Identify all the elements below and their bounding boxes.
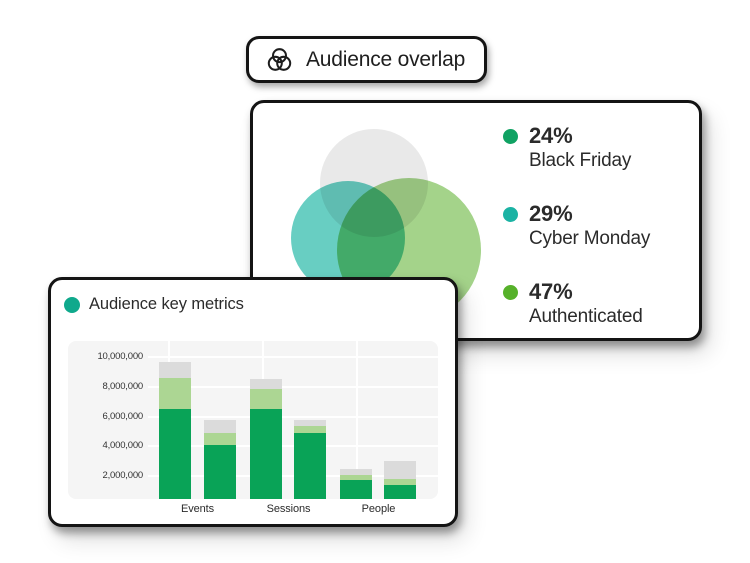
bar-segment-light-green bbox=[250, 389, 282, 410]
bar-segment-light-green bbox=[204, 433, 236, 446]
y-axis-tick-label: 10,000,000 bbox=[97, 351, 143, 362]
metrics-card-title: Audience key metrics bbox=[89, 295, 244, 313]
bar-segment-gray bbox=[159, 361, 191, 379]
x-axis-category-label: People bbox=[361, 503, 396, 515]
x-axis-category-label: Sessions bbox=[266, 503, 311, 515]
bar-segment-green bbox=[250, 409, 282, 499]
y-axis-tick-label: 2,000,000 bbox=[102, 470, 144, 481]
bar-segment-green bbox=[384, 485, 416, 499]
legend-label: Black Friday bbox=[529, 150, 632, 171]
legend-row: 24% Black Friday bbox=[503, 123, 650, 173]
metrics-card-header: Audience key metrics bbox=[64, 295, 244, 314]
horizontal-gridline bbox=[148, 445, 438, 448]
horizontal-gridline bbox=[148, 475, 438, 477]
bar-segment-gray bbox=[250, 378, 282, 390]
legend-row: 47% Authenticated bbox=[503, 279, 650, 329]
venn-diagram-icon bbox=[264, 46, 295, 74]
legend-row: 29% Cyber Monday bbox=[503, 201, 650, 251]
bar-segment-light-green bbox=[294, 426, 326, 434]
x-axis-category-label: Events bbox=[180, 503, 215, 515]
legend-dot bbox=[503, 207, 518, 222]
stacked-bar bbox=[204, 420, 236, 499]
horizontal-gridline bbox=[148, 415, 438, 418]
legend-dot bbox=[503, 285, 518, 300]
legend-dot bbox=[503, 129, 518, 144]
stacked-bar bbox=[294, 419, 326, 499]
horizontal-gridline bbox=[148, 356, 438, 358]
bar-segment-gray bbox=[384, 460, 416, 479]
audience-overlap-badge: Audience overlap bbox=[246, 36, 488, 83]
bar-segment-light-green bbox=[340, 474, 372, 480]
bar-segment-green bbox=[294, 433, 326, 499]
bar-segment-green bbox=[159, 409, 191, 499]
bar-segment-green bbox=[204, 445, 236, 499]
bar-segment-light-green bbox=[384, 478, 416, 486]
y-axis-tick-label: 4,000,000 bbox=[102, 440, 144, 452]
audience-key-metrics-card: Audience key metrics 2,000,000 4,000,000 6… bbox=[48, 277, 458, 527]
vertical-gridline bbox=[356, 341, 358, 499]
badge-label: Audience overlap bbox=[306, 47, 466, 71]
y-axis-tick-label: 8,000,000 bbox=[102, 380, 144, 392]
stacked-bar bbox=[384, 460, 416, 499]
legend-value: 24% bbox=[529, 123, 573, 148]
stacked-bar bbox=[250, 378, 282, 499]
legend-label: Authenticated bbox=[529, 306, 643, 327]
stacked-bar bbox=[340, 468, 372, 499]
legend-value: 47% bbox=[529, 279, 573, 304]
bar-segment-green bbox=[340, 479, 372, 499]
bar-segment-light-green bbox=[159, 378, 191, 410]
bar-segment-gray bbox=[204, 420, 236, 434]
horizontal-gridline bbox=[148, 385, 438, 388]
stacked-bar-chart: 2,000,000 4,000,000 6,000,000 8,000,000 10,0… bbox=[68, 341, 438, 499]
legend-value: 29% bbox=[529, 201, 573, 226]
y-axis-tick-label: 6,000,000 bbox=[102, 410, 144, 422]
stacked-bar bbox=[159, 361, 191, 499]
bar-segment-gray bbox=[340, 468, 372, 475]
legend-label: Cyber Monday bbox=[529, 228, 651, 249]
metrics-title-dot bbox=[64, 296, 80, 313]
overlap-legend: 24% Black Friday 29% Cyber Monday 47% Authent… bbox=[503, 123, 650, 329]
bar-segment-gray bbox=[294, 419, 326, 427]
